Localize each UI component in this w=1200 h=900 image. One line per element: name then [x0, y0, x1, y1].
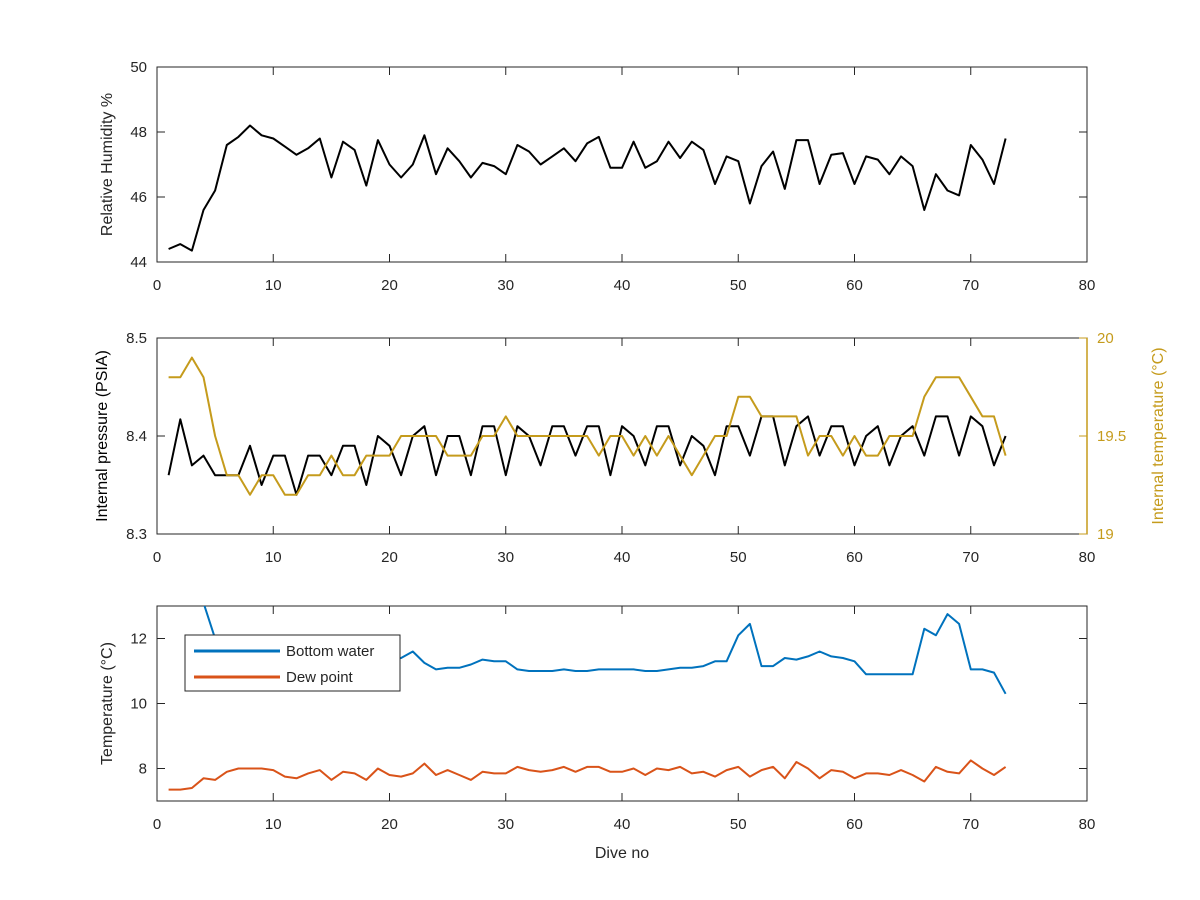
series-line-pressure-right — [168, 356, 1007, 496]
series-line-pressure-left — [167, 415, 1007, 496]
legend: Bottom water Dew point — [184, 634, 401, 692]
x-tick-label-humidity: 70 — [962, 277, 979, 294]
x-tick-label-humidity: 0 — [153, 277, 161, 294]
x-tick-label-pressure: 0 — [153, 549, 161, 566]
x-tick-label-humidity: 10 — [265, 277, 282, 294]
x-tick-label-humidity: 40 — [614, 277, 631, 294]
x-tick-label-pressure: 30 — [497, 549, 514, 566]
ticks-temperature: 0 10 20 30 40 50 60 70 80 8 10 12 — [130, 606, 1095, 833]
ylabel-humidity: Relative Humidity % — [99, 93, 116, 236]
y-tick-label-temperature: 10 — [130, 696, 147, 713]
plot-area-humidity — [156, 66, 1088, 263]
x-tick-label-humidity: 20 — [381, 277, 398, 294]
series-humidity — [168, 124, 1007, 252]
y-tick-label-humidity: 46 — [130, 189, 147, 206]
ticks-humidity: 0 10 20 30 40 50 60 70 80 44 46 48 50 — [130, 59, 1095, 294]
x-tick-label-pressure: 40 — [614, 549, 631, 566]
x-tick-label-temperature: 30 — [497, 816, 514, 833]
x-tick-label-temperature: 80 — [1079, 816, 1096, 833]
x-tick-label-humidity: 30 — [497, 277, 514, 294]
y-tick-label-pressure: 8.3 — [126, 526, 147, 543]
legend-box — [184, 634, 401, 692]
x-tick-label-humidity: 80 — [1079, 277, 1096, 294]
x-tick-label-temperature: 20 — [381, 816, 398, 833]
y2label-temperature: Internal temperature (°C) — [1150, 347, 1167, 524]
x-tick-label-temperature: 0 — [153, 816, 161, 833]
ylabel-temperature: Temperature (°C) — [99, 642, 116, 765]
x-tick-label-humidity: 60 — [846, 277, 863, 294]
subplot-pressure: 0 10 20 30 40 50 60 70 80 8.3 8.4 8.5 19 19.5 20 Inter… — [94, 330, 1167, 566]
x-tick-label-temperature: 50 — [730, 816, 747, 833]
y-tick-label-humidity: 48 — [130, 124, 147, 141]
series-line-dew-point — [168, 759, 1007, 791]
x-tick-label-temperature: 40 — [614, 816, 631, 833]
x-tick-label-pressure: 60 — [846, 549, 863, 566]
x-tick-label-pressure: 20 — [381, 549, 398, 566]
x-tick-label-pressure: 70 — [962, 549, 979, 566]
subplot-humidity: 0 10 20 30 40 50 60 70 80 44 46 48 50 Relative Humid… — [99, 59, 1095, 294]
y2-tick-label: 19 — [1097, 526, 1114, 543]
x-tick-label-temperature: 10 — [265, 816, 282, 833]
x-tick-label-pressure: 50 — [730, 549, 747, 566]
y-tick-label-temperature: 12 — [130, 631, 147, 648]
x-tick-label-humidity: 50 — [730, 277, 747, 294]
y-tick-label-humidity: 50 — [130, 59, 147, 76]
x-tick-label-temperature: 70 — [962, 816, 979, 833]
xlabel-dive-no: Dive no — [595, 845, 649, 862]
x-tick-label-pressure: 10 — [265, 549, 282, 566]
legend-label-bottom-water: Bottom water — [286, 643, 374, 660]
x-tick-label-pressure: 80 — [1079, 549, 1096, 566]
ticks-pressure: 0 10 20 30 40 50 60 70 80 8.3 8.4 8.5 19 19.5 20 — [126, 330, 1126, 566]
y-tick-label-temperature: 8 — [139, 761, 147, 778]
x-tick-label-temperature: 60 — [846, 816, 863, 833]
ylabel-pressure: Internal pressure (PSIA) — [94, 350, 111, 522]
y-tick-label-pressure: 8.4 — [126, 428, 147, 445]
series-line-humidity-left — [168, 124, 1007, 252]
y2-tick-label: 20 — [1097, 330, 1114, 347]
y-tick-label-humidity: 44 — [130, 254, 147, 271]
y-tick-label-pressure: 8.5 — [126, 330, 147, 347]
legend-label-dew-point: Dew point — [286, 669, 354, 686]
y2-tick-label: 19.5 — [1097, 428, 1126, 445]
series-pressure — [167, 356, 1007, 496]
